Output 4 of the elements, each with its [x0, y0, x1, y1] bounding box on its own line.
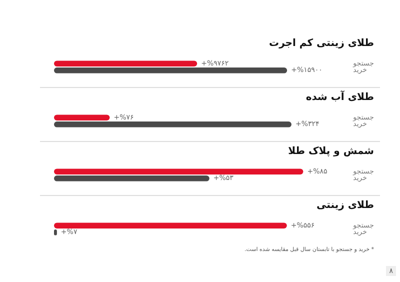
text: طلای زینتی کم اجرت	[268, 38, 374, 50]
text: شمش و پلاک طلا	[287, 146, 374, 158]
text: طلای زینتی	[316, 200, 374, 212]
text: طلای آب شده	[304, 92, 374, 104]
